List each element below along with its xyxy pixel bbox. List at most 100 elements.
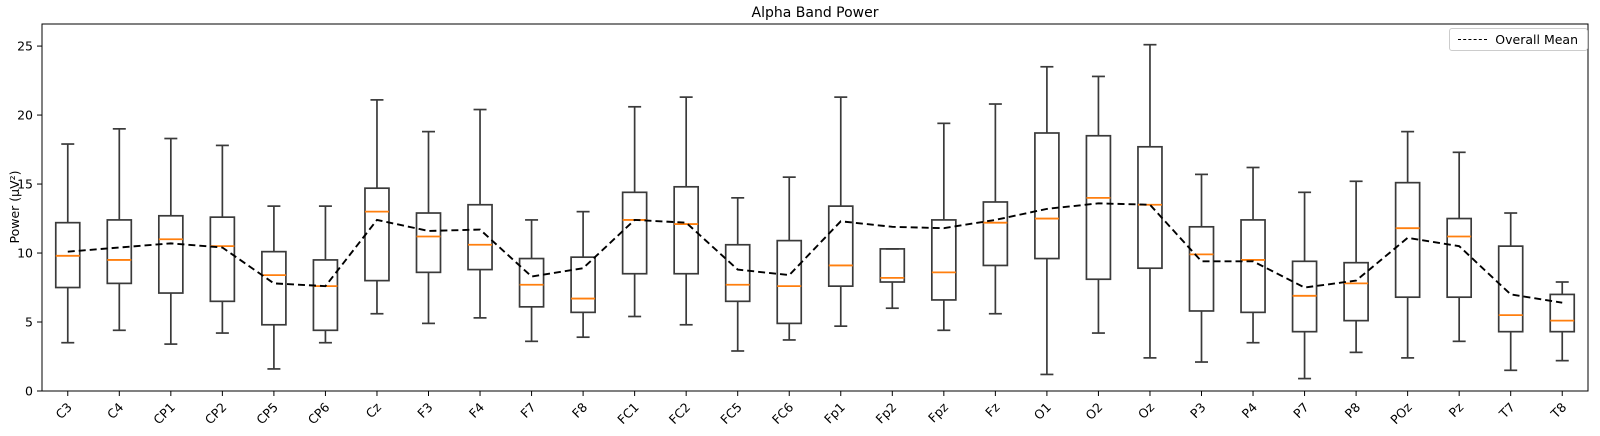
- box-C3: [54, 143, 81, 344]
- iqr-box: [415, 212, 442, 274]
- box-C4: [106, 128, 133, 332]
- plot-frame: [41, 23, 1589, 392]
- x-tick-label: FC2: [666, 400, 693, 427]
- iqr-box: [157, 214, 184, 294]
- box-P4: [1240, 166, 1266, 344]
- box-P3: [1188, 173, 1215, 363]
- x-tick-label: P4: [1239, 399, 1261, 421]
- chart-title: Alpha Band Power: [751, 5, 879, 21]
- x-tick-label: P3: [1187, 400, 1209, 422]
- x-tick-label: O2: [1082, 400, 1105, 423]
- iqr-box: [570, 256, 596, 314]
- iqr-box: [518, 257, 545, 308]
- legend: Overall Mean: [1449, 28, 1588, 51]
- iqr-box: [827, 205, 854, 287]
- box-Fpz: [930, 122, 957, 332]
- iqr-box: [1240, 219, 1266, 314]
- x-tick-label: Fpz: [925, 399, 951, 425]
- iqr-box: [673, 185, 700, 275]
- legend-label: Overall Mean: [1495, 32, 1578, 47]
- iqr-box: [1394, 181, 1421, 299]
- box-FC6: [776, 176, 803, 341]
- y-tick-label: 5: [25, 314, 33, 329]
- box-O1: [1034, 65, 1060, 376]
- x-tick-label: FC6: [769, 399, 797, 427]
- iqr-box: [467, 203, 493, 271]
- overall-mean-line: [67, 202, 1563, 304]
- box-CP1: [157, 137, 184, 345]
- x-tick-label: Oz: [1135, 399, 1158, 422]
- box-Oz: [1137, 43, 1163, 359]
- x-tick-label: F8: [569, 399, 590, 420]
- box-FC5: [724, 196, 751, 352]
- x-tick-label: T7: [1495, 400, 1517, 422]
- iqr-box: [209, 216, 236, 303]
- iqr-box: [724, 243, 751, 303]
- iqr-box: [982, 201, 1009, 267]
- iqr-box: [879, 248, 906, 283]
- x-tick-label: CP2: [202, 400, 230, 428]
- box-F8: [570, 210, 596, 339]
- x-tick-label: F3: [414, 400, 435, 421]
- x-tick-label: Cz: [363, 399, 385, 421]
- y-tick-label: 10: [17, 245, 33, 260]
- x-tick-label: Fp1: [821, 400, 848, 427]
- dashed-line-icon: [1458, 39, 1488, 40]
- box-Pz: [1446, 151, 1473, 343]
- y-tick-label: 0: [25, 383, 33, 398]
- iqr-box: [1085, 134, 1112, 281]
- box-CP6: [312, 205, 339, 344]
- x-tick-label: O1: [1031, 400, 1054, 423]
- x-tick-label: FC5: [717, 400, 744, 427]
- x-tick-label: P8: [1342, 399, 1364, 421]
- box-Fp1: [827, 96, 854, 328]
- iqr-box: [1549, 293, 1576, 333]
- x-tick-label: P7: [1290, 400, 1312, 422]
- iqr-box: [776, 239, 803, 325]
- x-tick-label: POz: [1387, 399, 1415, 427]
- iqr-box: [1034, 132, 1060, 260]
- box-POz: [1394, 130, 1421, 359]
- box-CP2: [209, 144, 236, 334]
- box-F4: [467, 108, 493, 319]
- box-CP5: [261, 205, 287, 370]
- box-FC1: [621, 105, 648, 318]
- x-tick-label: FC1: [614, 400, 641, 427]
- box-F7: [518, 219, 545, 343]
- x-tick-label: C3: [52, 400, 74, 422]
- box-P7: [1291, 191, 1318, 380]
- box-FC2: [673, 96, 700, 326]
- box-Cz: [364, 99, 390, 315]
- x-tick-label: CP1: [150, 400, 178, 428]
- x-tick-label: F7: [517, 400, 538, 421]
- iqr-box: [1137, 145, 1163, 270]
- x-tick-label: Fz: [982, 399, 1003, 420]
- x-tick-label: CP6: [305, 399, 333, 427]
- box-Fp2: [879, 248, 906, 310]
- box-T7: [1497, 212, 1524, 372]
- box-T8: [1549, 281, 1576, 362]
- y-tick-label: 20: [17, 107, 33, 122]
- iqr-box: [106, 219, 133, 285]
- x-tick-label: Fp2: [872, 400, 899, 427]
- iqr-box: [261, 250, 287, 326]
- iqr-box: [930, 219, 957, 301]
- iqr-box: [1188, 225, 1215, 312]
- iqr-box: [1343, 261, 1369, 322]
- x-tick-label: Pz: [1446, 399, 1467, 420]
- y-tick-label: 15: [17, 176, 33, 191]
- iqr-box: [621, 191, 648, 275]
- iqr-box: [364, 187, 390, 282]
- x-tick-label: C4: [104, 399, 126, 421]
- y-tick-label: 25: [17, 38, 33, 53]
- x-tick-label: T8: [1547, 399, 1569, 421]
- iqr-box: [1497, 245, 1524, 333]
- y-axis-label: Power (μV²): [7, 170, 22, 244]
- box-O2: [1085, 75, 1112, 334]
- box-P8: [1343, 180, 1369, 354]
- box-F3: [415, 130, 442, 325]
- x-tick-label: CP5: [253, 400, 281, 428]
- box-Fz: [982, 103, 1009, 315]
